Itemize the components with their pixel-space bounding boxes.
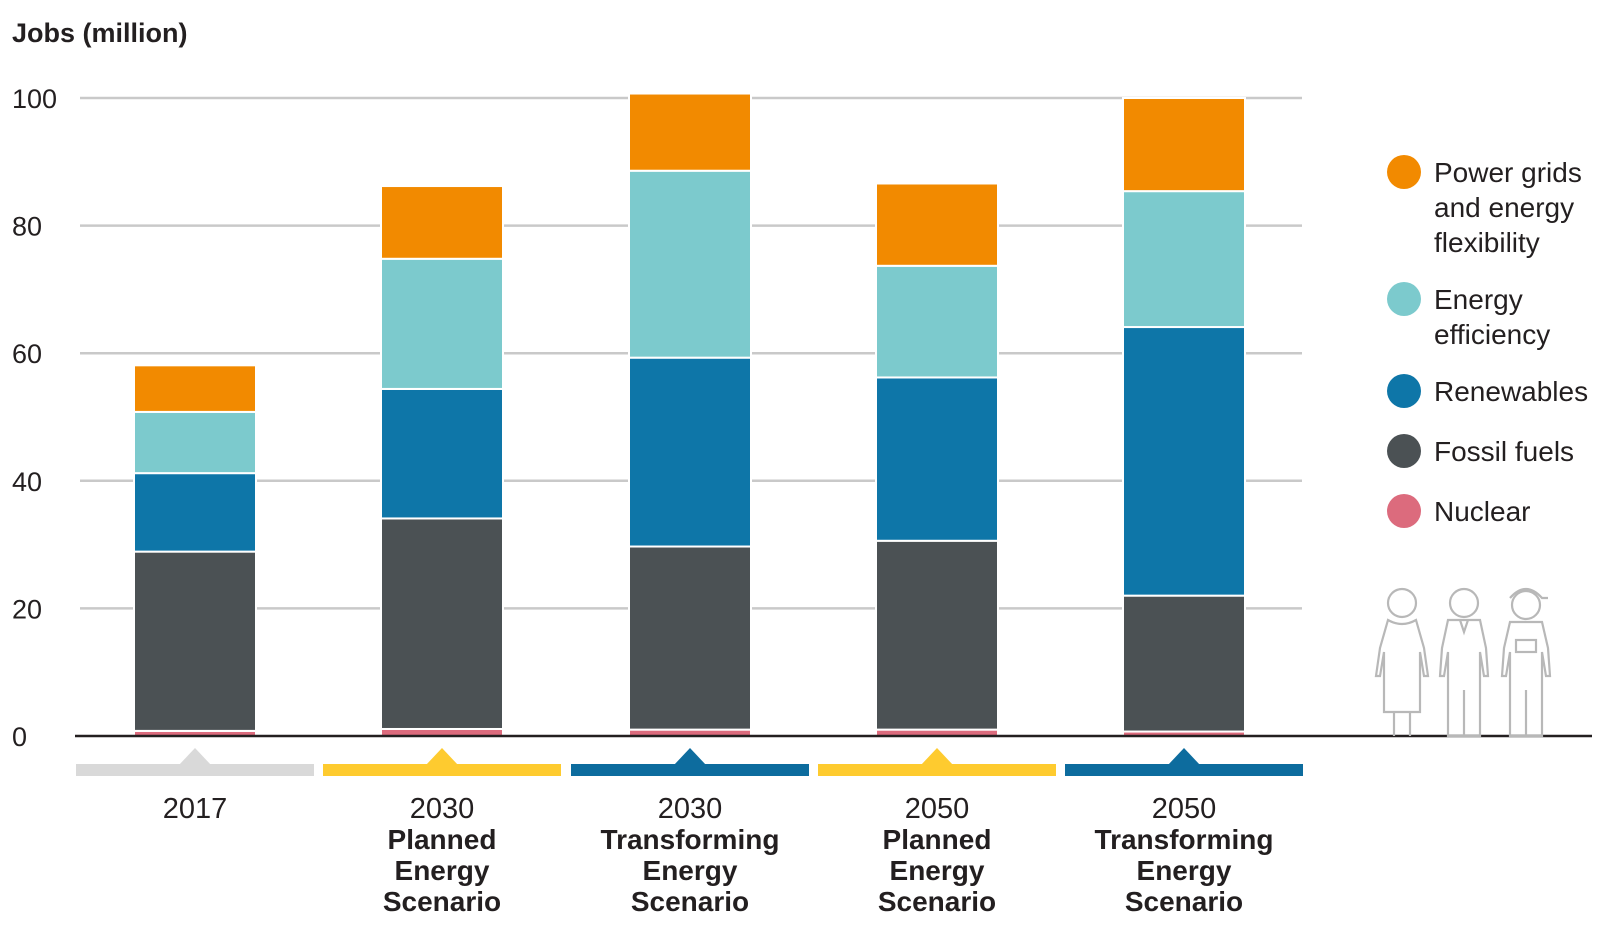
bar-stack	[628, 92, 752, 737]
bar-segment-renewables	[1122, 326, 1246, 597]
scenario-marker	[76, 748, 314, 776]
legend-label: Renewables	[1434, 376, 1588, 407]
legend-swatch	[1387, 434, 1421, 468]
x-category-label: 2017	[163, 793, 228, 825]
scenario-marker	[323, 748, 561, 776]
scenario-markers	[76, 748, 1303, 776]
x-axis-labels: 2017 2030PlannedEnergyScenario2030Transfo…	[163, 793, 1274, 917]
bar-segment-fossil-fuels	[628, 545, 752, 731]
bar-segment-fossil-fuels	[875, 539, 999, 731]
legend-item: Nuclear	[1387, 494, 1530, 528]
y-tick-label: 0	[12, 722, 27, 752]
bars	[133, 92, 1246, 737]
category-year: 2030	[658, 793, 723, 825]
category-scenario-line: Energy	[890, 855, 985, 886]
legend-swatch	[1387, 155, 1421, 189]
y-axis-title: Jobs (million)	[12, 18, 188, 48]
legend-item: Energy efficiency	[1387, 282, 1550, 350]
category-scenario-line: Scenario	[878, 886, 996, 917]
legend-label: flexibility	[1434, 227, 1540, 258]
y-axis-ticks: 0 20 40 60 80 100	[12, 84, 57, 752]
category-scenario-line: Transforming	[601, 824, 780, 855]
bar-segment-energy-efficiency	[1122, 190, 1246, 329]
category-scenario-line: Energy	[395, 855, 490, 886]
category-scenario-line: Energy	[1137, 855, 1232, 886]
bar-segment-power-grids-and-energy-flexibility	[628, 92, 752, 172]
legend: Power grids and energy flexibility Energy ef…	[1387, 155, 1588, 528]
scenario-marker	[571, 748, 809, 776]
bar-segment-renewables	[628, 356, 752, 548]
bar-segment-renewables	[133, 472, 257, 553]
category-scenario-line: Transforming	[1095, 824, 1274, 855]
bar-segment-fossil-fuels	[133, 550, 257, 732]
legend-swatch	[1387, 494, 1421, 528]
legend-label: and energy	[1434, 192, 1574, 223]
bar-segment-energy-efficiency	[628, 169, 752, 359]
bar-segment-energy-efficiency	[875, 264, 999, 379]
category-scenario-line: Planned	[883, 824, 992, 855]
bar-segment-energy-efficiency	[133, 410, 257, 475]
category-year: 2017	[163, 793, 228, 825]
bar-stack	[875, 182, 999, 737]
category-scenario-line: Scenario	[631, 886, 749, 917]
legend-item: Renewables	[1387, 374, 1588, 408]
category-year: 2050	[1152, 793, 1217, 825]
bar-segment-power-grids-and-energy-flexibility	[380, 185, 504, 260]
category-scenario-line: Planned	[388, 824, 497, 855]
legend-swatch	[1387, 374, 1421, 408]
scenario-marker	[818, 748, 1056, 776]
category-year: 2030	[410, 793, 475, 825]
bar-segment-renewables	[875, 376, 999, 542]
bar-segment-power-grids-and-energy-flexibility	[1122, 97, 1246, 193]
legend-item: Power grids and energy flexibility	[1387, 155, 1582, 258]
bar-segment-fossil-fuels	[1122, 594, 1246, 733]
bar-segment-renewables	[380, 387, 504, 520]
workers-icon	[1374, 587, 1552, 738]
scenario-marker	[1065, 748, 1303, 776]
y-tick-label: 40	[12, 467, 42, 497]
bar-segment-energy-efficiency	[380, 257, 504, 390]
y-tick-label: 80	[12, 212, 42, 242]
category-scenario-line: Energy	[643, 855, 738, 886]
legend-label: Power grids	[1434, 157, 1582, 188]
bar-stack	[380, 185, 504, 737]
category-scenario-line: Scenario	[383, 886, 501, 917]
legend-label: Energy	[1434, 284, 1523, 315]
bar-segment-fossil-fuels	[380, 517, 504, 730]
bar-stack	[1122, 97, 1246, 737]
category-year: 2050	[905, 793, 970, 825]
category-scenario-line: Scenario	[1125, 886, 1243, 917]
y-tick-label: 20	[12, 594, 42, 624]
legend-swatch	[1387, 282, 1421, 316]
y-tick-label: 60	[12, 339, 42, 369]
bar-segment-power-grids-and-energy-flexibility	[133, 364, 257, 413]
bar-stack	[133, 364, 257, 737]
legend-label: efficiency	[1434, 319, 1550, 350]
y-tick-label: 100	[12, 84, 57, 114]
legend-item: Fossil fuels	[1387, 434, 1574, 468]
legend-label: Fossil fuels	[1434, 436, 1574, 467]
legend-label: Nuclear	[1434, 496, 1530, 527]
bar-segment-power-grids-and-energy-flexibility	[875, 182, 999, 267]
